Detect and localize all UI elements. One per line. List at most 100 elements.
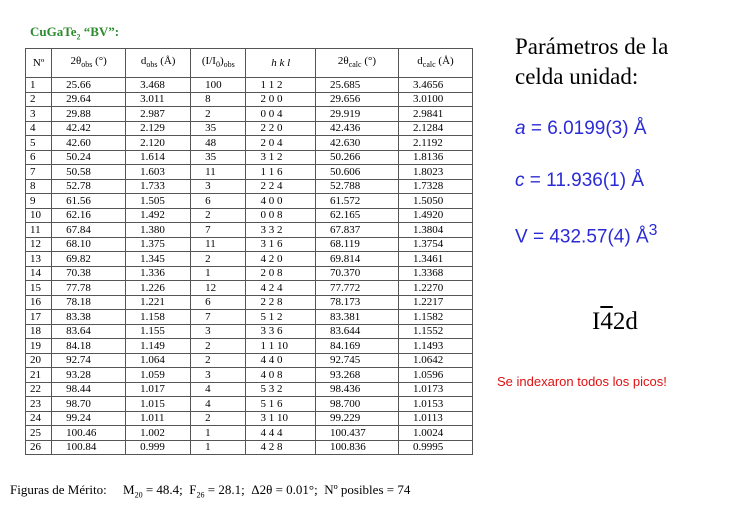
table-cell: 6 bbox=[190, 294, 247, 310]
table-row: 2 29.64 3.011 8 2 0 0 29.656 3.0100 bbox=[24, 91, 474, 107]
table-cell: 22 bbox=[24, 381, 53, 397]
table-cell: 26 bbox=[24, 439, 53, 455]
table-cell: 2.9841 bbox=[397, 106, 474, 122]
table-cell: 4 2 4 bbox=[245, 280, 316, 296]
text-part: 4 bbox=[600, 308, 613, 335]
column-header: 2θcalc (°) bbox=[314, 48, 399, 78]
table-cell: 12 bbox=[190, 280, 247, 296]
table-cell: 67.837 bbox=[314, 222, 399, 238]
table-cell: 98.70 bbox=[51, 396, 127, 412]
table-cell: 2.1284 bbox=[397, 120, 474, 136]
text-part: 3 bbox=[648, 222, 658, 239]
table-cell: 1.7328 bbox=[397, 178, 474, 194]
table-cell: 7 bbox=[190, 309, 247, 325]
table-cell: 100 bbox=[190, 77, 247, 93]
table-cell: 98.44 bbox=[51, 381, 127, 397]
parameters-heading: Parámetros de la celda unidad: bbox=[515, 32, 668, 92]
table-cell: 1.3368 bbox=[397, 265, 474, 281]
table-row: 10 62.16 1.492 2 0 0 8 62.165 1.4920 bbox=[24, 207, 474, 223]
table-cell: 1.0113 bbox=[397, 410, 474, 426]
table-cell: 11 bbox=[24, 222, 53, 238]
table-row: 25 100.46 1.002 1 4 4 4 100.437 1.0024 bbox=[24, 425, 474, 441]
column-header: 2θobs (°) bbox=[51, 48, 127, 78]
table-cell: 42.630 bbox=[314, 135, 399, 151]
table-cell: 93.268 bbox=[314, 367, 399, 383]
table-row: 14 70.38 1.336 1 2 0 8 70.370 1.3368 bbox=[24, 265, 474, 281]
text-part: h k l bbox=[271, 57, 291, 69]
table-row: 22 98.44 1.017 4 5 3 2 98.436 1.0173 bbox=[24, 381, 474, 397]
table-cell: 78.18 bbox=[51, 294, 127, 310]
table-cell: 3.468 bbox=[125, 77, 192, 93]
table-cell: 1.375 bbox=[125, 236, 192, 252]
table-cell: 1.5050 bbox=[397, 193, 474, 209]
column-header: dcalc (Å) bbox=[397, 48, 474, 78]
text-part: calc bbox=[422, 60, 436, 70]
table-cell: 0 0 4 bbox=[245, 106, 316, 122]
table-cell: 3 3 6 bbox=[245, 323, 316, 339]
table-cell: 99.24 bbox=[51, 410, 127, 426]
heading-line: Parámetros de la bbox=[515, 34, 669, 59]
table-cell: 1.505 bbox=[125, 193, 192, 209]
table-cell: 3 bbox=[24, 106, 53, 122]
table-cell: 23 bbox=[24, 396, 53, 412]
table-cell: 11 bbox=[190, 164, 247, 180]
table-cell: 4 4 4 bbox=[245, 425, 316, 441]
table-cell: 100.836 bbox=[314, 439, 399, 455]
table-cell: 50.606 bbox=[314, 164, 399, 180]
table-cell: 5 1 2 bbox=[245, 309, 316, 325]
table-cell: 5 3 2 bbox=[245, 381, 316, 397]
table-cell: 4 0 8 bbox=[245, 367, 316, 383]
table-row: 13 69.82 1.345 2 4 2 0 69.814 1.3461 bbox=[24, 251, 474, 267]
data-table: Nº 2θobs (°) dobs (Å) (I/I0)obs h k l 2θcalc … bbox=[24, 48, 474, 455]
table-cell: 15 bbox=[24, 280, 53, 296]
table-cell: 69.814 bbox=[314, 251, 399, 267]
table-cell: 67.84 bbox=[51, 222, 127, 238]
table-cell: 4 bbox=[24, 120, 53, 136]
table-cell: 92.745 bbox=[314, 352, 399, 368]
table-cell: 100.437 bbox=[314, 425, 399, 441]
table-cell: 2 0 4 bbox=[245, 135, 316, 151]
table-cell: 1.2217 bbox=[397, 294, 474, 310]
table-cell: 84.169 bbox=[314, 338, 399, 354]
table-cell: 1 bbox=[24, 77, 53, 93]
column-header: dobs (Å) bbox=[125, 48, 192, 78]
table-cell: 29.656 bbox=[314, 91, 399, 107]
table-cell: 4 2 8 bbox=[245, 439, 316, 455]
table-row: 11 67.84 1.380 7 3 3 2 67.837 1.3804 bbox=[24, 222, 474, 238]
table-cell: 1.733 bbox=[125, 178, 192, 194]
table-cell: 77.78 bbox=[51, 280, 127, 296]
table-cell: 1.1493 bbox=[397, 338, 474, 354]
text-part: d bbox=[140, 54, 147, 67]
table-cell: 68.10 bbox=[51, 236, 127, 252]
table-cell: 1.4920 bbox=[397, 207, 474, 223]
table-cell: 25 bbox=[24, 425, 53, 441]
table-cell: 12 bbox=[24, 236, 53, 252]
table-cell: 83.64 bbox=[51, 323, 127, 339]
table-cell: 1.8136 bbox=[397, 149, 474, 165]
table-cell: 21 bbox=[24, 367, 53, 383]
table-cell: 2.120 bbox=[125, 135, 192, 151]
table-cell: 68.119 bbox=[314, 236, 399, 252]
parameter: V = 432.57(4) Å3 bbox=[515, 222, 657, 248]
table-cell: 98.700 bbox=[314, 396, 399, 412]
table-cell: 1.059 bbox=[125, 367, 192, 383]
table-cell: 1.226 bbox=[125, 280, 192, 296]
table-cell: 4 bbox=[190, 396, 247, 412]
table-cell: 1.3461 bbox=[397, 251, 474, 267]
table-cell: 1.017 bbox=[125, 381, 192, 397]
table-cell: 83.381 bbox=[314, 309, 399, 325]
text-part: ) bbox=[219, 54, 224, 67]
text-part: = 0.01°; bbox=[272, 482, 318, 497]
table-cell: 0 0 8 bbox=[245, 207, 316, 223]
table-cell: 42.60 bbox=[51, 135, 127, 151]
table-cell: 52.78 bbox=[51, 178, 127, 194]
table-cell: 2 0 0 bbox=[245, 91, 316, 107]
table-row: 21 93.28 1.059 3 4 0 8 93.268 1.0596 bbox=[24, 367, 474, 383]
text-part: 26 bbox=[196, 490, 205, 500]
table-cell: 99.229 bbox=[314, 410, 399, 426]
table-cell: 4 0 0 bbox=[245, 193, 316, 209]
table-cell: 29.919 bbox=[314, 106, 399, 122]
table-cell: 2 bbox=[190, 207, 247, 223]
table-cell: 1.8023 bbox=[397, 164, 474, 180]
table-cell: 77.772 bbox=[314, 280, 399, 296]
